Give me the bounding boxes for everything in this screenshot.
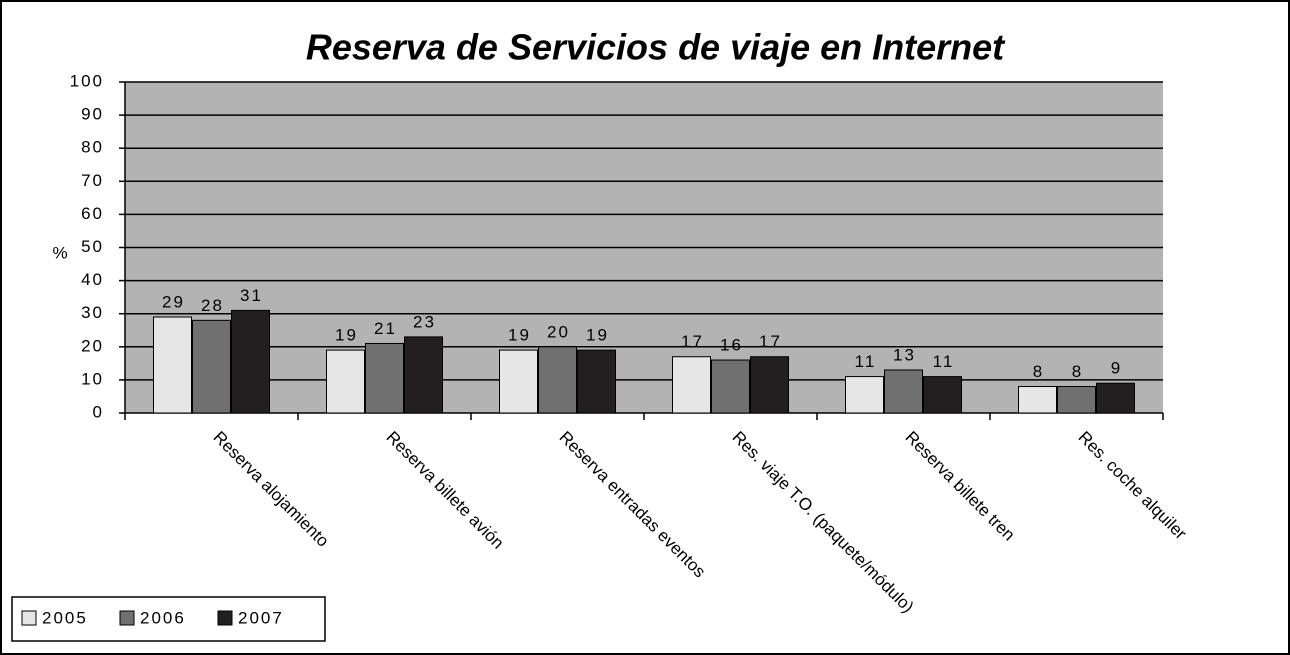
chart-title: Reserva de Servicios de viaje en Interne… [306, 27, 1006, 68]
y-tick-label: 30 [81, 303, 104, 322]
y-tick-label: 80 [81, 138, 104, 157]
y-tick-label: 20 [81, 336, 104, 355]
bar [1096, 382, 1135, 414]
data-label: 16 [720, 336, 743, 355]
data-label: 8 [1033, 362, 1044, 381]
data-label: 9 [1111, 359, 1122, 378]
bar [1018, 386, 1057, 414]
data-label: 31 [240, 286, 263, 305]
legend-label: 2007 [238, 608, 284, 627]
y-tick-label: 40 [81, 270, 104, 289]
legend-swatch [217, 610, 233, 626]
data-label: 21 [374, 319, 397, 338]
bar [404, 336, 443, 414]
bar [845, 376, 884, 414]
y-tick-label: 0 [93, 402, 104, 421]
data-label: 8 [1072, 362, 1083, 381]
data-label: 28 [201, 296, 224, 315]
y-tick-label: 60 [81, 204, 104, 223]
data-label: 19 [335, 326, 358, 345]
legend-swatch [119, 610, 135, 626]
legend-swatch [21, 610, 37, 626]
data-label: 11 [933, 352, 955, 371]
bar [672, 356, 711, 414]
legend-box [11, 596, 326, 642]
data-label: 11 [855, 352, 877, 371]
bar [1057, 386, 1096, 414]
y-tick-label: 10 [81, 369, 104, 388]
data-label: 23 [413, 312, 436, 331]
data-label: 29 [162, 292, 185, 311]
bar [153, 316, 192, 414]
bar [192, 319, 231, 414]
legend-label: 2005 [42, 608, 88, 627]
bar [326, 349, 365, 414]
bar [365, 342, 404, 414]
legend-label: 2006 [140, 608, 186, 627]
y-tick-label: 90 [81, 105, 104, 124]
bar [750, 356, 789, 414]
y-tick-label: 70 [81, 171, 104, 190]
y-tick-label: 100 [70, 71, 104, 90]
data-label: 20 [547, 322, 570, 341]
data-label: 19 [508, 326, 531, 345]
bar [499, 349, 538, 414]
y-axis-label: % [52, 243, 67, 262]
bar [538, 346, 577, 414]
bar [577, 349, 616, 414]
bar [923, 376, 962, 414]
bar [884, 369, 923, 414]
bar [711, 359, 750, 414]
data-label: 13 [893, 345, 916, 364]
y-tick-label: 50 [81, 237, 104, 256]
data-label: 19 [586, 326, 609, 345]
data-label: 17 [681, 332, 704, 351]
data-label: 17 [759, 332, 782, 351]
bar [231, 309, 270, 414]
